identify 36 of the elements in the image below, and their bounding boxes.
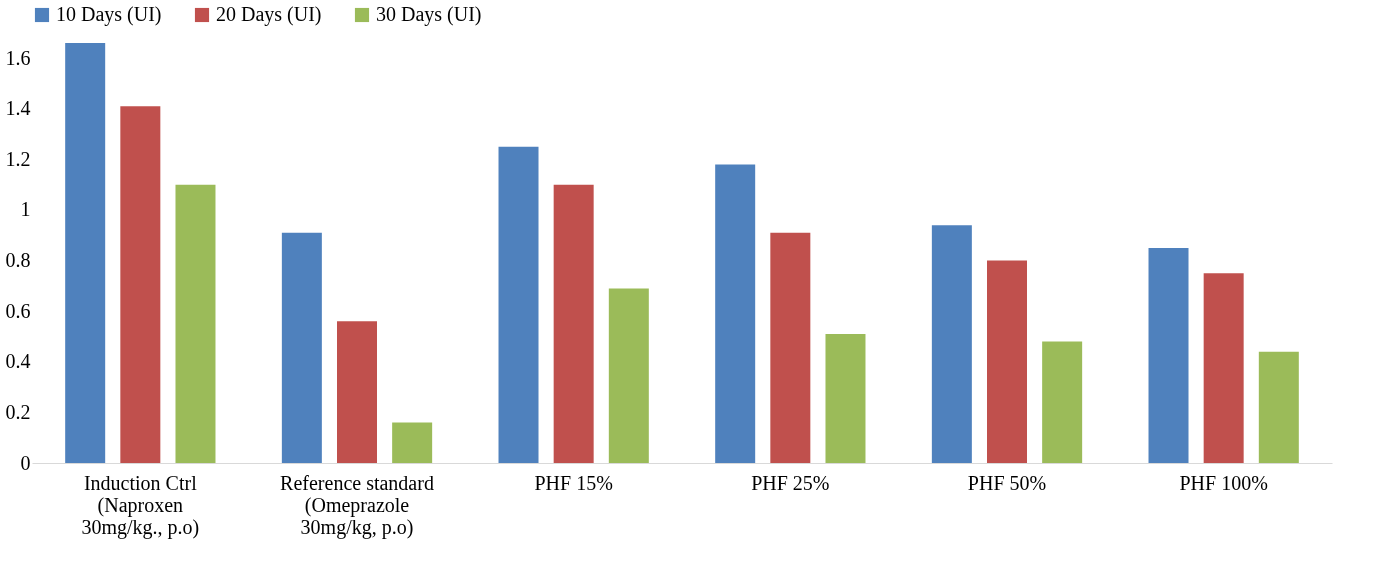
bar (608, 288, 649, 463)
x-tick-label: Reference standard (Omeprazole 30mg/kg, p.o) (280, 471, 434, 539)
legend-label: 30 Days (UI) (376, 3, 482, 26)
legend-label: 10 Days (UI) (56, 3, 162, 26)
x-tick-label: PHF 25% (751, 471, 830, 494)
bar (931, 225, 972, 463)
x-tick-label: PHF 50% (967, 471, 1047, 494)
bar (770, 232, 811, 463)
bar (392, 422, 433, 463)
y-tick-label: 0.2 (5, 400, 31, 423)
y-tick-label: 0.4 (5, 350, 31, 373)
y-tick-label: 1.6 (5, 46, 31, 69)
legend-label: 20 Days (UI) (216, 3, 322, 26)
bar (825, 333, 866, 463)
x-tick-label: PHF 100% (1179, 471, 1268, 494)
bar (987, 260, 1027, 463)
y-tick-label: 0.6 (5, 299, 31, 322)
bar (715, 164, 756, 463)
bar (120, 106, 161, 463)
y-tick-label: 0.8 (5, 249, 31, 272)
y-tick-label: 1 (20, 198, 31, 221)
bar (337, 321, 377, 463)
y-tick-label: 0 (20, 451, 31, 474)
bar (553, 184, 594, 463)
bar (1258, 351, 1299, 463)
bar (65, 43, 106, 463)
bar (1148, 247, 1189, 463)
bar (281, 232, 322, 463)
bar (498, 146, 539, 463)
bar (1042, 341, 1083, 463)
bar (175, 184, 216, 463)
x-tick-label: Induction Ctrl (Naproxen 30mg/kg., p.o) (81, 471, 200, 539)
y-tick-label: 1.2 (5, 147, 31, 170)
x-tick-label: PHF 15% (534, 471, 613, 494)
y-tick-label: 1.4 (5, 97, 31, 120)
bar (1203, 273, 1244, 463)
